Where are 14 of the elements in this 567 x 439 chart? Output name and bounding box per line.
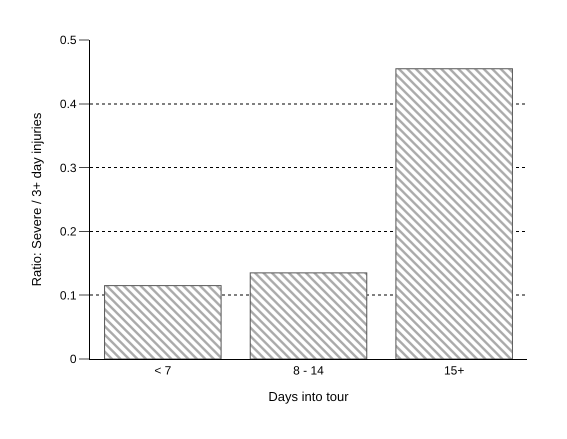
y-tick-label: 0.1 (60, 288, 77, 302)
x-axis-title: Days into tour (268, 389, 350, 404)
y-tick-label: 0.5 (60, 33, 77, 48)
x-tick-label: 8 - 14 (293, 363, 324, 378)
bar (395, 68, 513, 359)
bar (250, 272, 368, 359)
y-tick-label: 0 (70, 352, 77, 366)
y-tick-label: 0.3 (60, 160, 77, 175)
y-tick-label: 0.2 (60, 224, 77, 239)
y-axis-title: Ratio: Severe / 3+ day injuries (28, 112, 44, 286)
x-tick-label: 15+ (444, 363, 464, 378)
bar (104, 285, 222, 359)
y-tick-label: 0.4 (60, 97, 77, 111)
x-tick-label: < 7 (154, 363, 172, 378)
